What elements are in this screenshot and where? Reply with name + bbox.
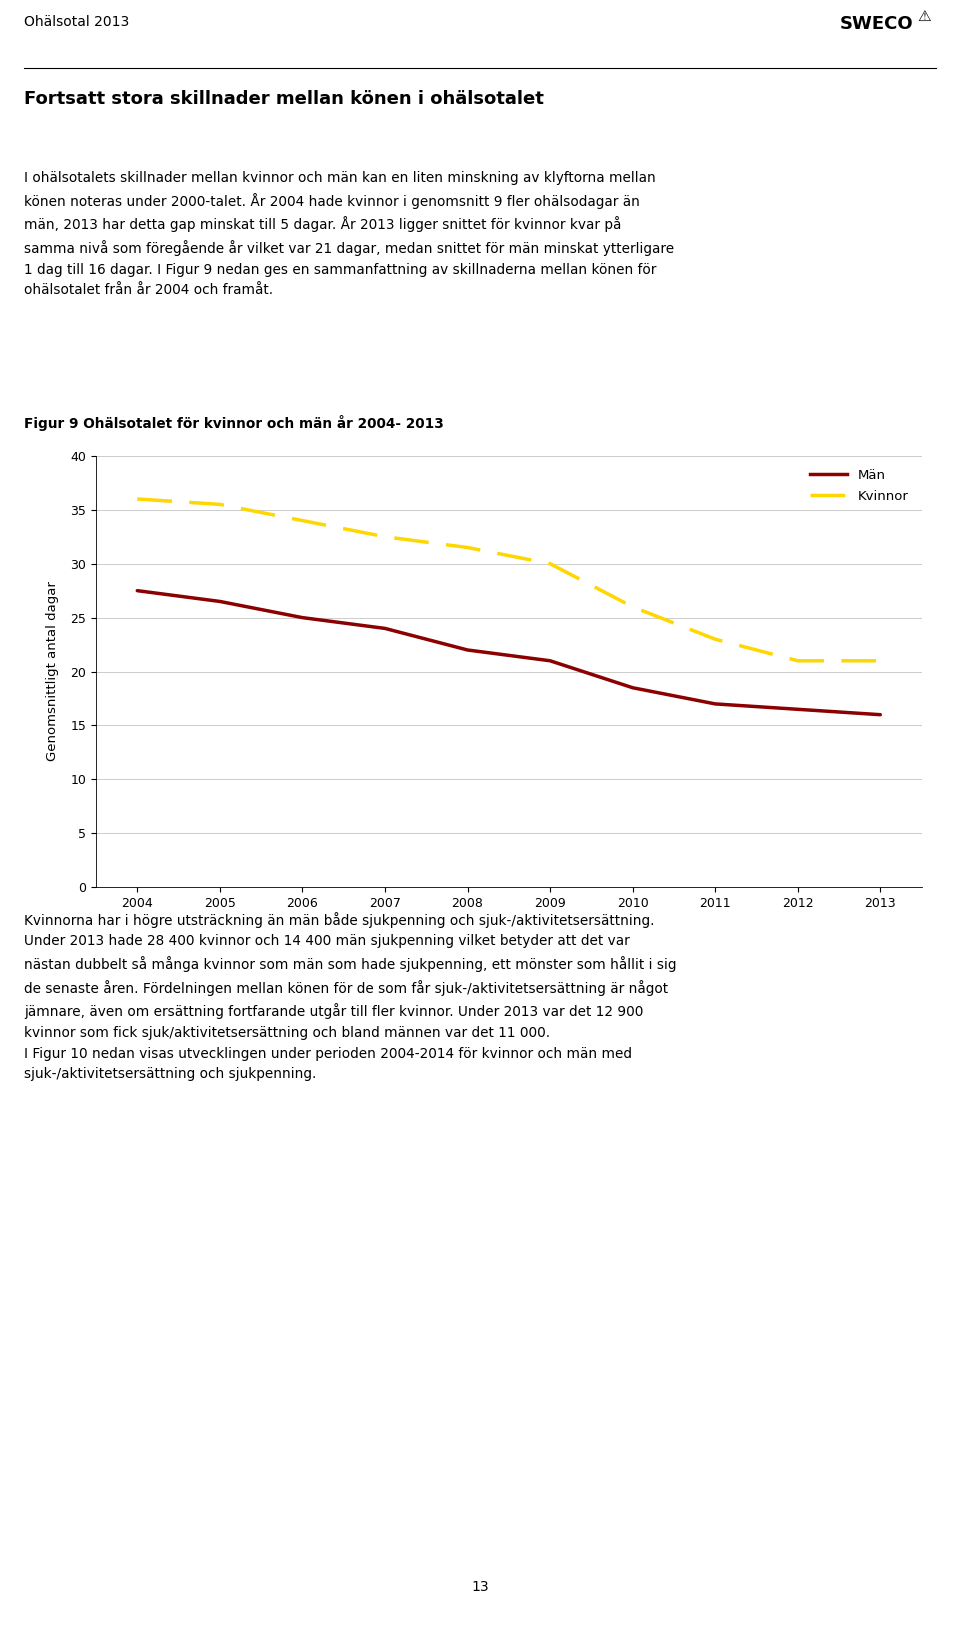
Text: 13: 13 bbox=[471, 1581, 489, 1594]
Text: I ohälsotalets skillnader mellan kvinnor och män kan en liten minskning av klyft: I ohälsotalets skillnader mellan kvinnor… bbox=[24, 171, 674, 298]
Text: SWECO: SWECO bbox=[840, 15, 914, 34]
Text: Kvinnorna har i högre utsträckning än män både sjukpenning och sjuk-/aktivitetse: Kvinnorna har i högre utsträckning än mä… bbox=[24, 912, 677, 1081]
Text: ⚠: ⚠ bbox=[917, 10, 930, 24]
Text: Ohälsotal 2013: Ohälsotal 2013 bbox=[24, 15, 130, 29]
Text: Figur 9 Ohälsotalet för kvinnor och män år 2004- 2013: Figur 9 Ohälsotalet för kvinnor och män … bbox=[24, 415, 444, 431]
Legend: Män, Kvinnor: Män, Kvinnor bbox=[804, 462, 915, 510]
Text: Fortsatt stora skillnader mellan könen i ohälsotalet: Fortsatt stora skillnader mellan könen i… bbox=[24, 90, 544, 107]
Y-axis label: Genomsnittligt antal dagar: Genomsnittligt antal dagar bbox=[46, 581, 60, 762]
